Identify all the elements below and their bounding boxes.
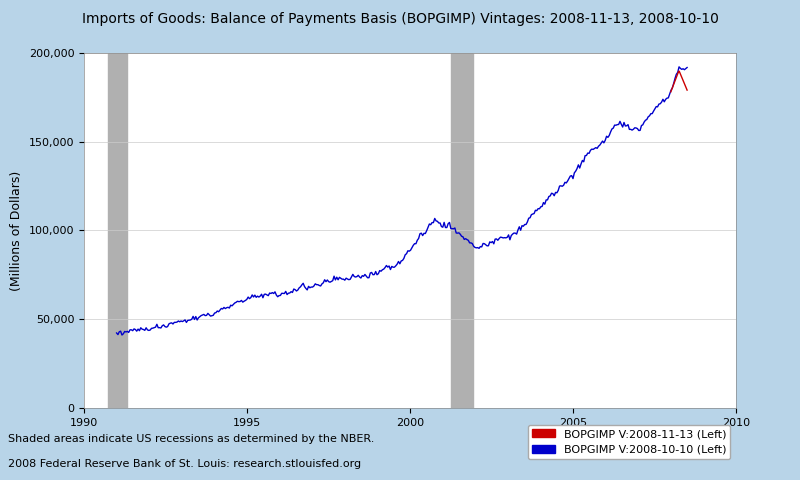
Text: Imports of Goods: Balance of Payments Basis (BOPGIMP) Vintages: 2008-11-13, 2008: Imports of Goods: Balance of Payments Ba… xyxy=(82,12,718,26)
Legend: BOPGIMP V:2008-11-13 (Left), BOPGIMP V:2008-10-10 (Left): BOPGIMP V:2008-11-13 (Left), BOPGIMP V:2… xyxy=(528,425,730,459)
Text: 2008 Federal Reserve Bank of St. Louis: research.stlouisfed.org: 2008 Federal Reserve Bank of St. Louis: … xyxy=(8,459,361,469)
Bar xyxy=(450,53,473,408)
Y-axis label: (Millions of Dollars): (Millions of Dollars) xyxy=(10,170,23,290)
Text: Shaded areas indicate US recessions as determined by the NBER.: Shaded areas indicate US recessions as d… xyxy=(8,434,374,444)
Bar xyxy=(109,53,127,408)
